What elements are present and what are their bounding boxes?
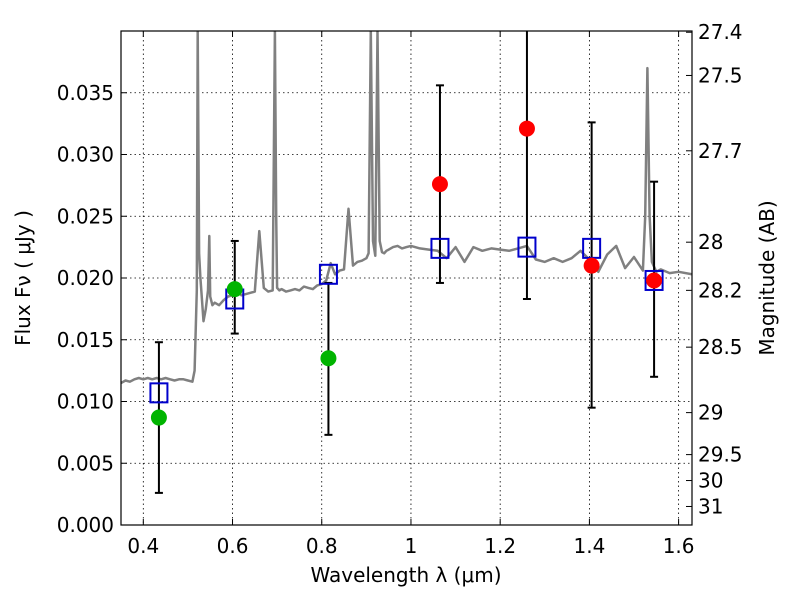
- model-spectrum-line: [121, 31, 692, 385]
- y2-tick-label: 31: [698, 494, 723, 518]
- y2-axis-label: Magnitude (AB): [755, 200, 779, 355]
- y2-tick-label: 27.7: [698, 139, 743, 163]
- x-tick-label: 1.2: [484, 534, 516, 558]
- y-tick-label: 0.030: [57, 143, 114, 167]
- x-tick-label: 1: [405, 534, 418, 558]
- y-axis-label: Flux Fν ( μJy ): [11, 210, 35, 346]
- y-tick-label: 0.025: [57, 204, 114, 228]
- y2-tick-label: 30: [698, 469, 723, 493]
- model-photometry-square: [149, 382, 169, 404]
- y2-tick-label: 27.4: [698, 20, 743, 44]
- model-photometry-square: [430, 237, 450, 259]
- observed-flux-point: [150, 409, 167, 426]
- x-tick-label: 0.4: [127, 534, 159, 558]
- observed-flux-point: [583, 257, 600, 274]
- model-photometry-square: [644, 269, 664, 291]
- y2-tick-label: 27.5: [698, 63, 743, 87]
- x-tick-label: 0.6: [217, 534, 249, 558]
- x-tick-label: 1.4: [573, 534, 605, 558]
- y-tick-label: 0.005: [57, 451, 114, 475]
- data-markers: [149, 120, 664, 426]
- y2-tick-label: 28: [698, 230, 723, 254]
- y2-tick-label: 29.5: [698, 443, 743, 467]
- y2-tick-label: 28.2: [698, 278, 743, 302]
- observed-flux-point: [518, 120, 535, 137]
- y-tick-label: 0.010: [57, 390, 114, 414]
- model-photometry-square: [318, 263, 338, 285]
- observed-flux-point: [226, 281, 243, 298]
- model-photometry-square: [517, 236, 537, 258]
- observed-flux-point: [320, 350, 337, 367]
- x-tick-label: 1.6: [663, 534, 695, 558]
- y2-tick-label: 28.5: [698, 335, 743, 359]
- y-tick-label: 0.035: [57, 81, 114, 105]
- observed-flux-point: [431, 176, 448, 193]
- y-tick-label: 0.020: [57, 266, 114, 290]
- x-tick-label: 0.8: [306, 534, 338, 558]
- y-tick-label: 0.000: [57, 513, 114, 537]
- x-axis-label: Wavelength λ (μm): [310, 563, 501, 587]
- axis-ticks: 0.4 0.6 0.8 1 1.2 1.4 1.6 0.000 0.005 0.010 0.015 0…: [57, 20, 743, 558]
- observed-flux-point: [646, 272, 663, 289]
- model-spectrum: [121, 31, 692, 385]
- y2-tick-label: 29: [698, 401, 723, 425]
- y-tick-label: 0.015: [57, 328, 114, 352]
